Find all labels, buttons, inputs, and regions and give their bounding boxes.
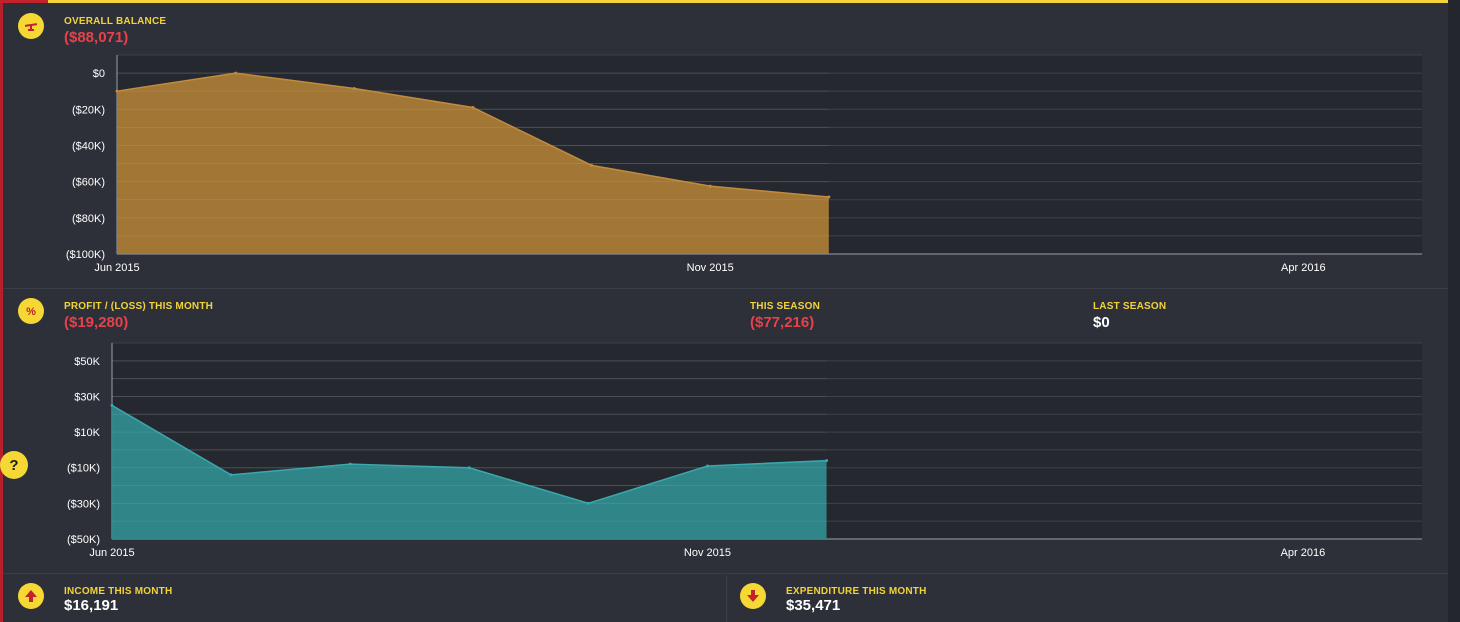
balance-y-tick-label: ($100K) xyxy=(66,249,105,261)
profit-y-tick-label: ($30K) xyxy=(67,498,100,510)
profit-x-tick-label: Jun 2015 xyxy=(89,547,134,559)
top-accent-segment xyxy=(0,0,48,3)
balance-x-tick-label: Nov 2015 xyxy=(687,262,734,274)
profit-value: ($19,280) xyxy=(64,314,129,331)
profit-point xyxy=(825,459,829,463)
last-season-label: LAST SEASON xyxy=(1093,301,1167,312)
balance-point xyxy=(827,195,831,199)
section-divider xyxy=(3,573,1448,574)
income-label: INCOME THIS MONTH xyxy=(64,586,173,597)
top-accent-bar xyxy=(0,0,1460,3)
cashflow-divider xyxy=(726,575,727,622)
last-season-value: $0 xyxy=(1093,314,1110,331)
balance-x-tick-label: Apr 2016 xyxy=(1281,262,1326,274)
overall-balance-value: ($88,071) xyxy=(64,29,129,46)
profit-point xyxy=(110,403,114,407)
profit-label: PROFIT / (LOSS) THIS MONTH xyxy=(64,301,214,312)
balance-point xyxy=(471,105,475,109)
profit-x-tick-label: Apr 2016 xyxy=(1281,547,1326,559)
balance-y-tick-label: ($40K) xyxy=(72,140,105,152)
arrow-down-icon xyxy=(740,583,766,609)
profit-point xyxy=(705,464,709,468)
svg-text:%: % xyxy=(26,306,36,318)
profit-y-tick-label: $50K xyxy=(74,356,100,368)
balance-point xyxy=(708,184,712,188)
profit-y-tick-label: ($50K) xyxy=(67,534,100,546)
balance-chart: $0 ($20K) ($40K) ($60K) ($80K) ($100K)Jun 201… xyxy=(66,54,1422,274)
profit-y-tick-label: $10K xyxy=(74,427,100,439)
profit-point xyxy=(229,473,233,477)
balance-area xyxy=(117,73,829,254)
balance-point xyxy=(590,163,594,167)
balance-y-tick-label: ($20K) xyxy=(72,104,105,116)
section-divider xyxy=(3,288,1448,289)
scrollbar-track[interactable] xyxy=(1448,0,1460,622)
expenditure-value: $35,471 xyxy=(786,597,841,614)
balance-y-tick-label: ($60K) xyxy=(72,177,105,189)
balance-y-tick-label: $0 xyxy=(93,68,105,80)
percent-icon: % xyxy=(18,298,44,324)
balance-y-tick-label: ($80K) xyxy=(72,213,105,225)
profit-area xyxy=(112,405,827,539)
balance-point xyxy=(234,71,238,75)
profit-y-tick-label: ($10K) xyxy=(67,463,100,475)
balance-scale-icon xyxy=(18,13,44,39)
expenditure-label: EXPENDITURE THIS MONTH xyxy=(786,586,927,597)
balance-point xyxy=(352,86,356,90)
this-season-value: ($77,216) xyxy=(750,314,815,331)
left-accent-bar xyxy=(0,0,3,622)
balance-x-tick-label: Jun 2015 xyxy=(94,262,139,274)
profit-point xyxy=(348,462,352,466)
help-button[interactable]: ? xyxy=(0,451,28,479)
profit-point xyxy=(586,501,590,505)
this-season-label: THIS SEASON xyxy=(750,301,820,312)
overall-balance-label: OVERALL BALANCE xyxy=(64,16,167,27)
balance-point xyxy=(115,89,119,93)
arrow-up-icon xyxy=(18,583,44,609)
income-value: $16,191 xyxy=(64,597,119,614)
cashflow-panel xyxy=(3,574,1448,622)
profit-y-tick-label: $30K xyxy=(74,391,100,403)
profit-x-tick-label: Nov 2015 xyxy=(684,547,731,559)
profit-point xyxy=(467,466,471,470)
profit-chart: $50K $30K $10K ($10K) ($30K) ($50K)Jun 2015 No… xyxy=(67,342,1422,559)
